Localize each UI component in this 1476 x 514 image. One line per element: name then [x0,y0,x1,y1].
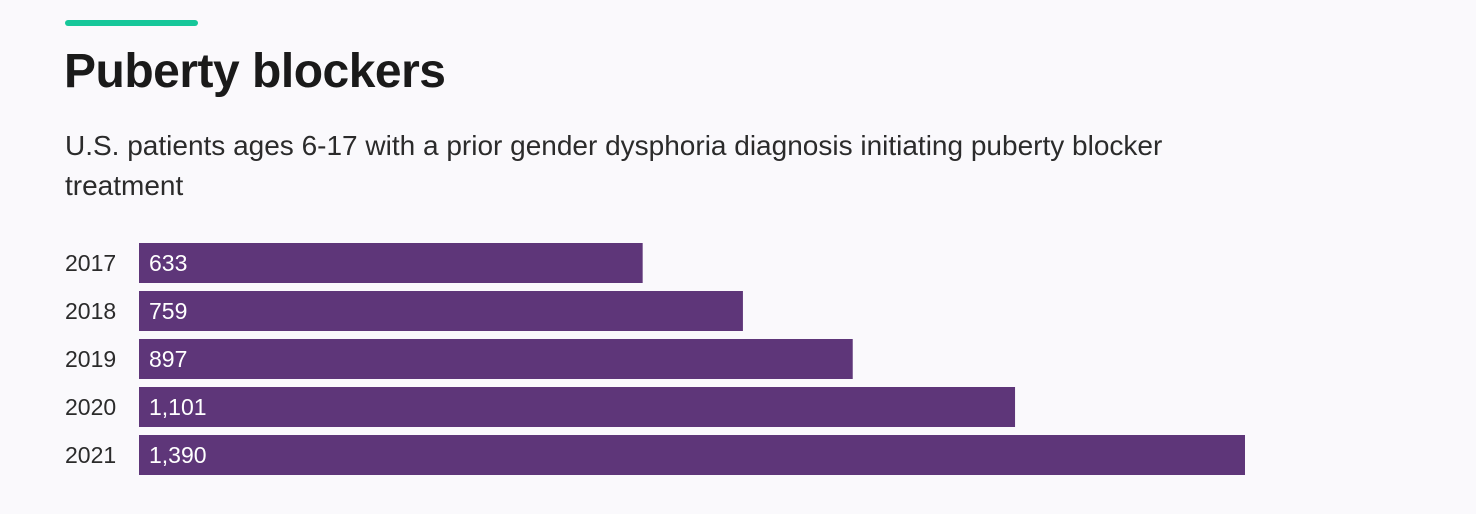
category-label: 2017 [65,250,116,276]
bar-2019 [139,339,853,379]
bar-2020 [139,387,1016,427]
value-label: 633 [149,250,187,276]
value-label: 759 [149,298,187,324]
chart-title: Puberty blockers [64,45,446,98]
category-label: 2020 [65,394,116,420]
category-label: 2021 [65,442,116,468]
category-label: 2018 [65,298,116,324]
bar-2018 [139,291,743,331]
value-label: 1,101 [149,394,207,420]
chart-subtitle: U.S. patients ages 6-17 with a prior gen… [65,130,1163,201]
value-label: 897 [149,346,187,372]
category-label: 2019 [65,346,116,372]
accent-bar [65,20,198,26]
bar-2021 [139,435,1245,475]
value-label: 1,390 [149,442,207,468]
bar-2017 [139,243,643,283]
